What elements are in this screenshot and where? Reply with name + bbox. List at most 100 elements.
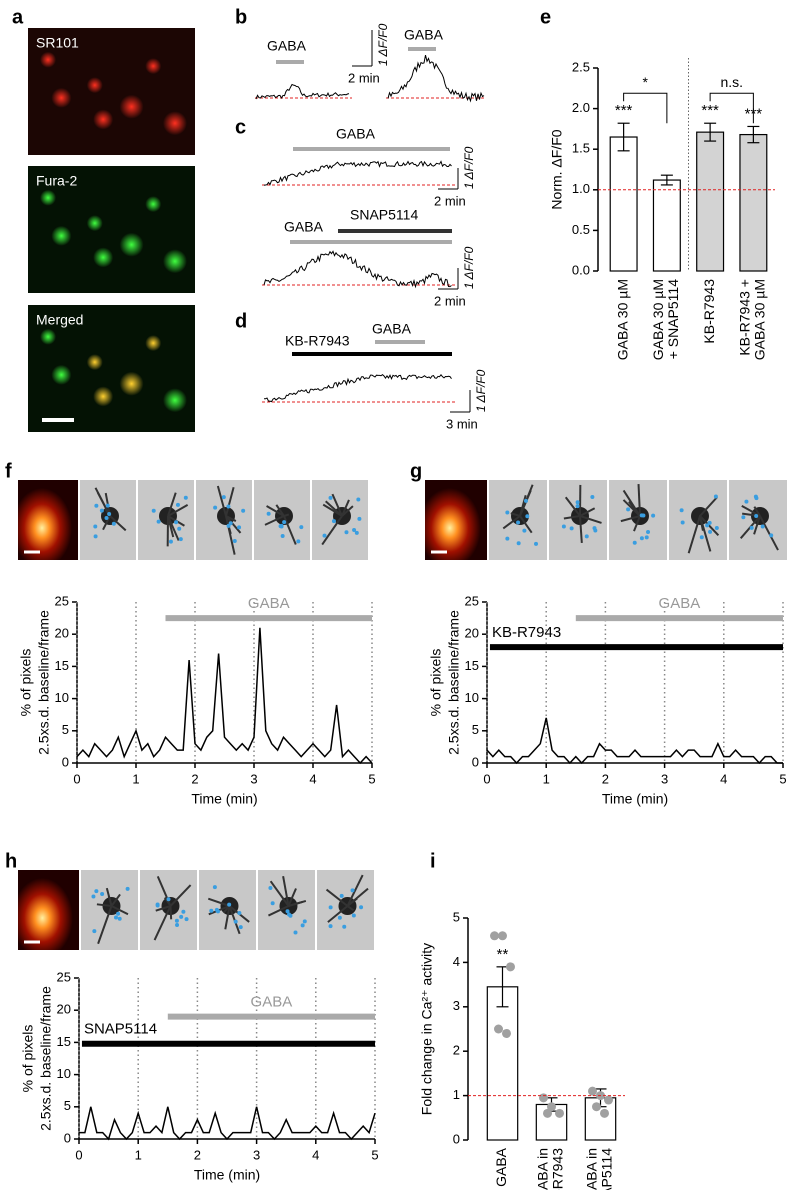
panel-label: h bbox=[5, 850, 17, 872]
x-tick-label: 5 bbox=[368, 771, 375, 786]
signal bbox=[107, 512, 112, 517]
cell bbox=[93, 386, 114, 407]
y-tick-label: 0.5 bbox=[572, 222, 590, 237]
x-tick-label: 3 bbox=[253, 1147, 260, 1162]
trace bbox=[79, 1106, 376, 1141]
panel-label: a bbox=[12, 6, 24, 28]
signal bbox=[708, 529, 713, 534]
y-tick-label: 0.0 bbox=[572, 262, 590, 277]
signal bbox=[705, 523, 710, 528]
signal bbox=[104, 515, 109, 520]
signal bbox=[175, 923, 180, 928]
y-tick-label: 5 bbox=[64, 1098, 71, 1113]
signal bbox=[175, 502, 180, 507]
bar bbox=[652, 179, 681, 272]
process bbox=[169, 905, 173, 920]
x-tick-label: 4 bbox=[312, 1147, 319, 1162]
signal bbox=[174, 918, 179, 923]
process bbox=[102, 515, 111, 531]
signal bbox=[285, 909, 290, 914]
process bbox=[111, 905, 129, 916]
y-tick-label: 4 bbox=[453, 954, 460, 969]
signal bbox=[168, 539, 173, 544]
label: GABA bbox=[284, 219, 324, 235]
signal bbox=[328, 924, 333, 929]
signal bbox=[296, 539, 301, 544]
signal bbox=[227, 902, 232, 907]
x-tick-label: 0 bbox=[73, 771, 80, 786]
signal bbox=[209, 908, 214, 913]
x-tick-label: 5 bbox=[779, 771, 786, 786]
micrograph bbox=[18, 480, 78, 560]
signal bbox=[237, 525, 242, 530]
signal bbox=[769, 533, 774, 538]
cell bbox=[51, 364, 72, 385]
y-axis-label: Norm. ΔF/F0 bbox=[549, 129, 565, 209]
signal bbox=[238, 925, 243, 930]
y-tick-label: 1 bbox=[453, 1087, 460, 1102]
trace bbox=[76, 627, 373, 765]
bracket-label: * bbox=[643, 74, 649, 90]
image-label: Fura-2 bbox=[36, 173, 77, 189]
label: GABA bbox=[404, 27, 444, 43]
x-tick-label: 1 bbox=[132, 771, 139, 786]
label: 3 min bbox=[446, 416, 478, 431]
process bbox=[167, 515, 175, 538]
signal bbox=[177, 526, 182, 531]
data-point bbox=[539, 1093, 548, 1103]
cell bbox=[145, 196, 162, 213]
process bbox=[266, 505, 285, 517]
signal bbox=[174, 520, 179, 525]
signal bbox=[181, 909, 186, 914]
data-point bbox=[490, 931, 499, 941]
signal bbox=[351, 913, 356, 918]
signal bbox=[183, 495, 188, 500]
y-tick-label: 15 bbox=[465, 658, 479, 673]
signal bbox=[561, 524, 566, 529]
signal bbox=[278, 524, 283, 529]
stimulus-label: GABA bbox=[251, 994, 293, 1011]
y-tick-label: 20 bbox=[55, 626, 69, 641]
stimulus-label: GABA bbox=[659, 595, 701, 612]
signal bbox=[584, 534, 589, 539]
y-tick-label: 25 bbox=[465, 593, 479, 608]
signal bbox=[322, 533, 327, 538]
process bbox=[564, 496, 581, 517]
x-tick-label: 2 bbox=[602, 771, 609, 786]
label: 1 ΔF/F0 bbox=[376, 23, 390, 66]
cell bbox=[86, 354, 103, 371]
signal bbox=[641, 513, 646, 518]
y-axis-label: 2.5xs.d. baseline/frame bbox=[36, 610, 52, 755]
process bbox=[288, 899, 307, 907]
label: GABA bbox=[372, 321, 412, 337]
signal bbox=[226, 504, 231, 509]
bar bbox=[486, 986, 519, 1141]
significance: ** bbox=[497, 946, 509, 963]
process bbox=[153, 905, 172, 941]
signal bbox=[569, 526, 574, 531]
x-tick-label: 1 bbox=[543, 771, 550, 786]
panel-label: c bbox=[235, 116, 246, 138]
process bbox=[207, 897, 230, 907]
signal bbox=[525, 514, 530, 519]
process bbox=[216, 485, 227, 517]
y-tick-label: 15 bbox=[57, 1034, 71, 1049]
signal bbox=[94, 889, 99, 894]
signal bbox=[352, 527, 357, 532]
process bbox=[633, 515, 641, 532]
x-tick-label: GABA 30 µM bbox=[752, 279, 768, 360]
x-axis-label: Time (min) bbox=[191, 791, 257, 807]
signal bbox=[268, 885, 273, 890]
stimulus-label: KB-R7943 bbox=[492, 624, 561, 641]
x-tick-label: 3 bbox=[661, 771, 668, 786]
signal bbox=[300, 923, 305, 928]
cell bbox=[119, 94, 144, 119]
y-tick-label: 15 bbox=[55, 658, 69, 673]
signal bbox=[266, 511, 271, 516]
process bbox=[620, 515, 641, 523]
label: SNAP5114 bbox=[350, 207, 418, 223]
x-tick-label: GABA 30 µM bbox=[650, 279, 666, 360]
micrograph bbox=[18, 870, 79, 950]
significance: *** bbox=[701, 102, 719, 119]
panel-label: d bbox=[235, 310, 247, 332]
